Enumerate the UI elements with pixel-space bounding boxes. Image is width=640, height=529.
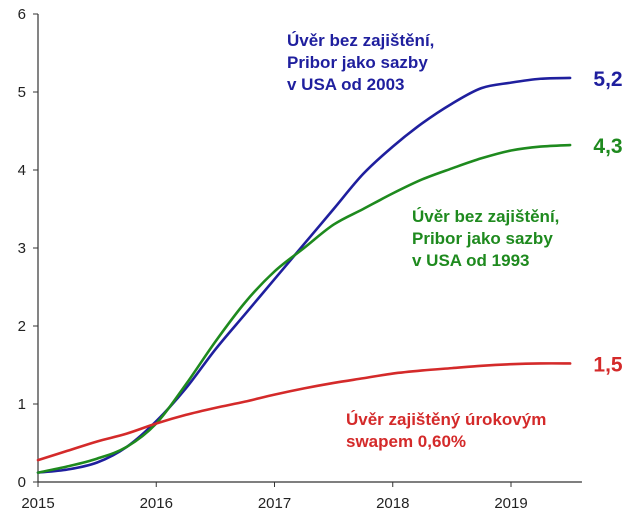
series-end-label-3: 1,5 <box>593 353 623 376</box>
annotation-line: v USA od 1993 <box>412 251 529 270</box>
series-end-label-2: 4,3 <box>593 135 622 158</box>
series-layer <box>36 76 572 474</box>
y-tick-label: 6 <box>18 6 26 23</box>
annotation-line: Úvěr zajištěný úrokovým <box>346 410 546 429</box>
annotation-line: Pribor jako sazby <box>287 53 428 72</box>
x-tick-label: 2016 <box>140 495 173 512</box>
series-line-2 <box>36 143 572 474</box>
x-tick-label: 2018 <box>376 495 409 512</box>
axes: 0 1 2 3 4 5 6 2015 2016 2017 2018 2019 <box>18 6 582 512</box>
y-tick-label: 0 <box>18 474 26 491</box>
y-tick-label: 2 <box>18 318 26 335</box>
series-end-label-1: 5,2 <box>593 68 622 91</box>
annotation-line: Pribor jako sazby <box>412 229 553 248</box>
y-tick-label: 3 <box>18 240 26 257</box>
labels-layer: 5,2 Úvěr bez zajištění, Pribor jako sazby v… <box>287 31 623 451</box>
series-annotation-3: Úvěr zajištěný úrokovým swapem 0,60% <box>346 410 546 451</box>
y-tick-label: 5 <box>18 84 26 101</box>
annotation-line: swapem 0,60% <box>346 432 466 451</box>
annotation-line: Úvěr bez zajištění, <box>412 207 559 226</box>
y-tick-label: 1 <box>18 396 26 413</box>
annotation-line: v USA od 2003 <box>287 75 404 94</box>
x-tick-label: 2017 <box>258 495 291 512</box>
annotation-line: Úvěr bez zajištění, <box>287 31 434 50</box>
x-tick-label: 2015 <box>21 495 54 512</box>
series-annotation-2: Úvěr bez zajištění, Pribor jako sazby v US… <box>412 207 559 270</box>
series-annotation-1: Úvěr bez zajištění, Pribor jako sazby v US… <box>287 31 434 94</box>
series-line-3 <box>36 362 572 462</box>
y-tick-label: 4 <box>18 162 26 179</box>
x-tick-label: 2019 <box>494 495 527 512</box>
